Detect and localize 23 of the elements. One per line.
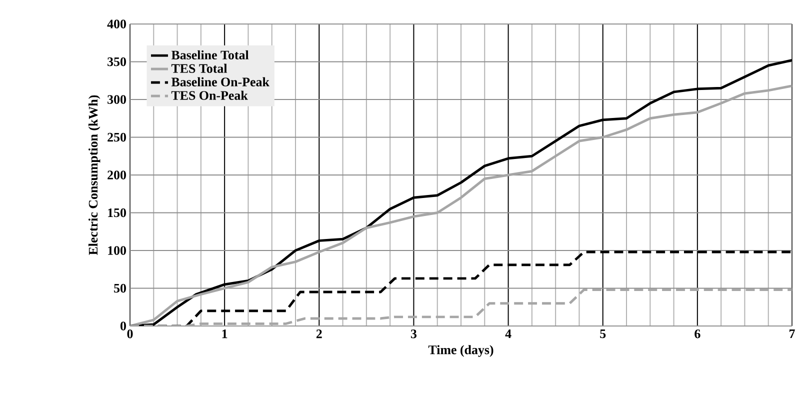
legend-label: Baseline On-Peak xyxy=(171,77,270,86)
x-axis-title: Time (days) xyxy=(428,345,494,357)
y-tick-label: 350 xyxy=(108,57,126,66)
x-tick-label: 2 xyxy=(316,330,322,338)
y-tick-label: 100 xyxy=(108,246,126,255)
x-tick-label: 0 xyxy=(127,330,133,338)
y-tick-label: 400 xyxy=(107,20,126,28)
x-tick-label: 3 xyxy=(410,330,417,338)
x-tick-label: 4 xyxy=(505,330,512,338)
y-tick-label: 250 xyxy=(108,132,126,142)
legend-label: Baseline Total xyxy=(171,50,249,60)
y-tick-label: 0 xyxy=(120,322,126,330)
x-tick-label: 6 xyxy=(694,330,700,338)
x-tick-label: 5 xyxy=(600,330,606,338)
legend-label: TES On-Peak xyxy=(171,90,248,100)
x-tick-label: 7 xyxy=(789,330,795,338)
y-tick-label: 200 xyxy=(108,170,126,180)
y-tick-label: 300 xyxy=(108,95,126,104)
y-axis-title: Electric Consumption (kWh) xyxy=(88,95,100,256)
y-tick-label: 50 xyxy=(114,284,126,293)
y-tick-label: 150 xyxy=(108,208,126,218)
legend-label: TES Total xyxy=(171,64,228,73)
x-tick-label: 1 xyxy=(222,330,228,338)
